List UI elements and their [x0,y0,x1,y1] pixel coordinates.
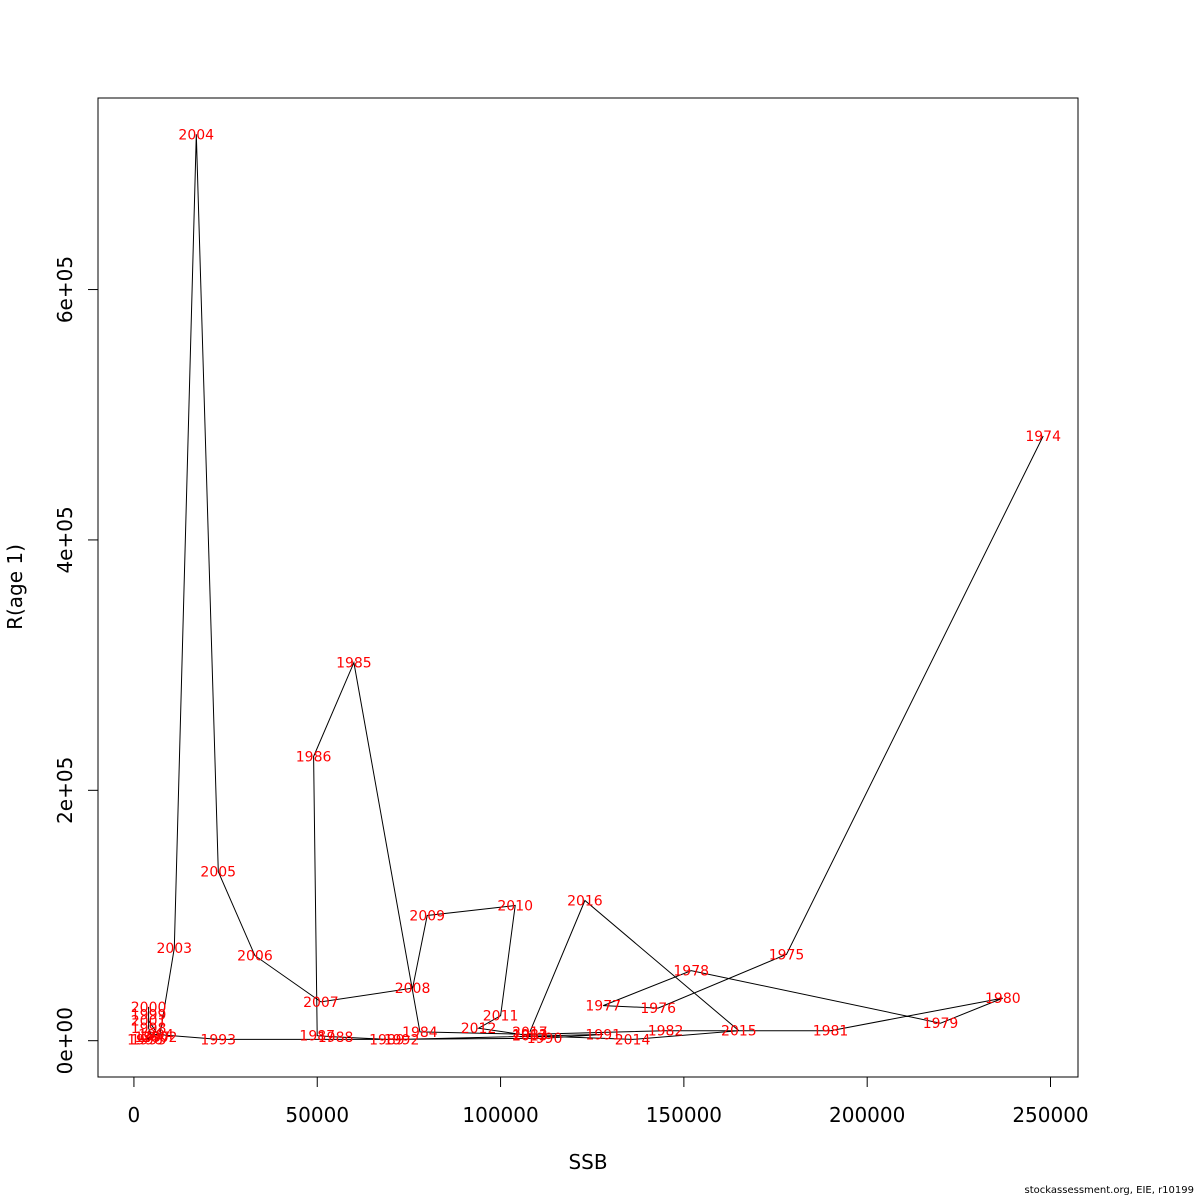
point-label-1984: 1984 [402,1025,438,1041]
point-label-1980: 1980 [985,991,1021,1007]
y-tick-label: 6e+05 [53,256,77,323]
point-label-1993: 1993 [200,1032,236,1048]
x-axis: 0 50000 100000 150000 200000 250000 [128,1076,1089,1127]
point-label-2014: 2014 [615,1032,651,1048]
y-axis-title: R(age 1) [3,544,27,630]
y-tick-label: 4e+05 [53,506,77,573]
point-label-2015: 2015 [721,1024,757,1040]
point-label-2000: 2000 [131,1000,167,1016]
point-label-1992: 1992 [384,1032,420,1048]
point-label-1989: 1989 [369,1032,405,1048]
point-label-1977: 1977 [585,999,621,1015]
point-label-2005: 2005 [200,865,236,881]
point-label-1997: 1997 [134,1030,170,1046]
point-label-1998: 1998 [131,1021,167,1037]
point-label-2011: 2011 [483,1009,519,1025]
point-label-1999: 1999 [131,1007,167,1023]
x-axis-title: SSB [568,1150,607,1174]
point-label-1983: 1983 [512,1027,548,1043]
y-tick-label: 0e+00 [53,1007,77,1074]
x-tick-label: 150000 [646,1103,722,1127]
point-label-2003: 2003 [156,941,192,957]
point-label-1982: 1982 [648,1024,684,1040]
point-label-2016: 2016 [567,893,603,909]
point-label-2004: 2004 [178,127,214,143]
point-label-1990: 1990 [527,1031,563,1047]
series-line [144,134,1044,1040]
point-label-2008: 2008 [395,981,431,997]
footer-credit: stockassessment.org, EIE, r10199 [1024,1185,1194,1196]
point-label-1975: 1975 [769,947,805,963]
point-label-1988: 1988 [318,1030,354,1046]
point-label-1976: 1976 [640,1001,676,1017]
point-label-1991: 1991 [585,1027,621,1043]
x-tick-label: 250000 [1012,1103,1088,1127]
point-label-2007: 2007 [303,995,339,1011]
point-label-2017: 2017 [512,1025,548,1041]
point-label-2006: 2006 [237,949,273,965]
point-label-2009: 2009 [409,909,445,925]
point-label-1979: 1979 [923,1016,959,1032]
y-tick-label: 2e+05 [53,757,77,824]
point-label-1986: 1986 [296,750,332,766]
x-tick-label: 50000 [285,1103,349,1127]
point-label-1996: 1996 [127,1032,163,1048]
point-label-1981: 1981 [813,1024,849,1040]
plot-frame [97,97,1079,1078]
point-label-2013: 2013 [512,1029,548,1045]
y-axis: 0e+00 2e+05 4e+05 6e+05 [53,256,99,1074]
point-label-1985: 1985 [336,656,372,672]
x-tick-label: 0 [128,1103,141,1127]
x-tick-label: 100000 [462,1103,538,1127]
point-labels: 1974 1975 1976 1977 1978 1979 1980 1981 1982 1983… [127,127,1061,1048]
x-tick-label: 200000 [829,1103,905,1127]
point-label-2002: 2002 [142,1030,178,1046]
point-label-2012: 2012 [461,1021,497,1037]
point-label-1994: 1994 [138,1027,174,1043]
point-label-1974: 1974 [1025,429,1061,445]
point-label-1978: 1978 [673,964,709,980]
point-label-1987: 1987 [299,1029,335,1045]
point-label-2001: 2001 [131,1014,167,1030]
point-label-2010: 2010 [497,898,533,914]
point-label-1995: 1995 [131,1032,167,1048]
